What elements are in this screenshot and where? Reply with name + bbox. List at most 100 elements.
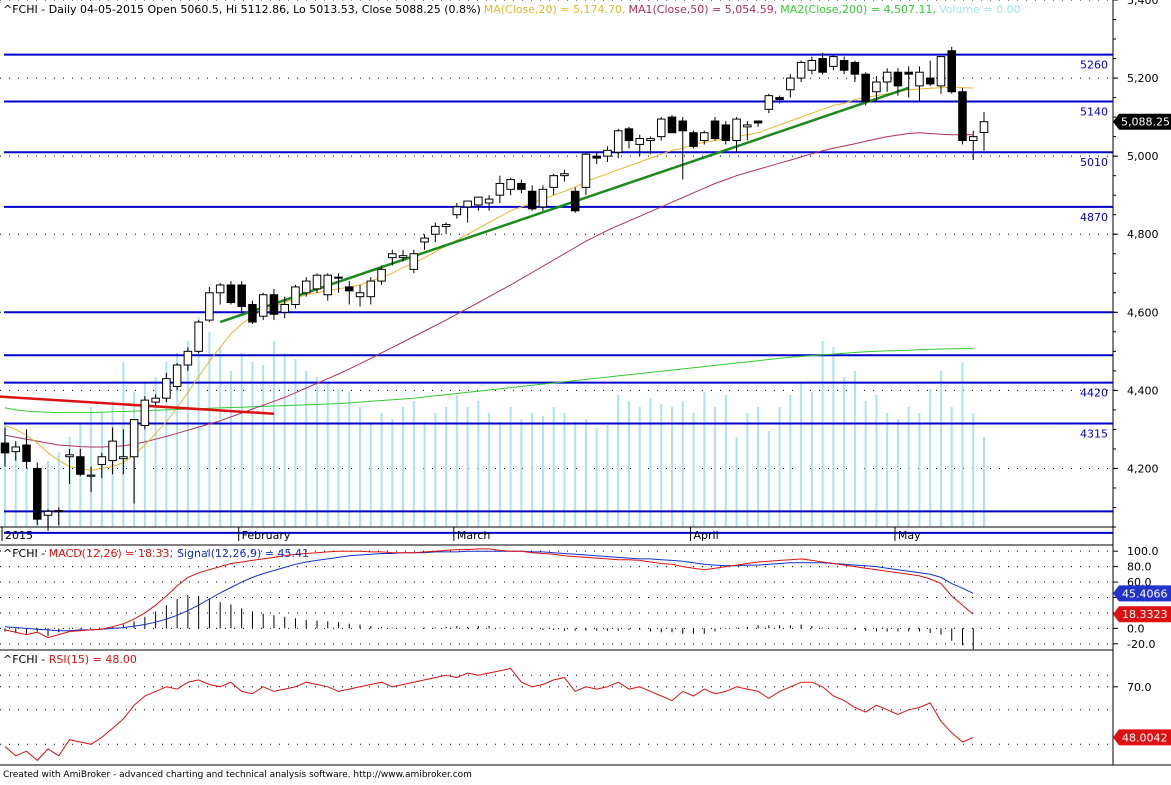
- candle-down: [689, 132, 698, 147]
- volume-bar: [466, 407, 469, 527]
- candle-up: [366, 280, 376, 298]
- candle-up: [355, 292, 365, 298]
- volume-bar: [197, 317, 200, 527]
- candle-up: [936, 56, 946, 87]
- rsi-value-marker: [1113, 729, 1171, 746]
- candle-up: [291, 286, 300, 305]
- candle-down: [667, 116, 677, 134]
- candle-down: [958, 91, 967, 142]
- volume-bar: [229, 371, 232, 527]
- volume-bar: [832, 347, 835, 527]
- volume-bar: [337, 389, 340, 527]
- header-ma200: MA2(Close,200) = 4,507.11,: [780, 3, 936, 16]
- candle-up: [151, 397, 160, 403]
- candle-up: [635, 138, 645, 145]
- candle-up: [700, 132, 709, 142]
- price-tick-label: 4,400: [1127, 384, 1159, 397]
- candle-up: [129, 419, 139, 458]
- rsi-line: [4, 667, 974, 762]
- rsi-title-prefix: ^FCHI -: [3, 653, 49, 666]
- candle-up: [377, 268, 386, 282]
- level-label: 4870: [1080, 211, 1108, 224]
- volume-bar: [57, 452, 60, 527]
- candle-up: [420, 237, 429, 243]
- volume-bar: [681, 401, 684, 527]
- macd-tick-label: 80.0: [1127, 561, 1152, 574]
- macd-title-macd: MACD(12,26) = 18.33,: [49, 547, 173, 560]
- macd-value-label: 18.3323: [1122, 608, 1168, 621]
- volume-bar: [627, 401, 630, 527]
- rsi-title-rsi: RSI(15) = 48.00: [49, 653, 137, 666]
- candle-up: [882, 71, 892, 83]
- candle-down: [527, 190, 537, 210]
- candle-up: [11, 446, 21, 453]
- candle-down: [269, 294, 279, 315]
- candle-up: [613, 130, 623, 153]
- candle-up: [807, 60, 817, 71]
- candle-up: [732, 118, 741, 142]
- volume-bar: [14, 443, 17, 527]
- ma50-line: [4, 132, 974, 448]
- volume-bar: [434, 413, 437, 527]
- level-label: 5260: [1080, 59, 1108, 72]
- macd-title-signal: Signal(12,26,9) = 45.41: [177, 547, 309, 560]
- volume-bar: [412, 401, 415, 527]
- candle-down: [850, 61, 860, 75]
- volume-bar: [757, 407, 760, 527]
- candle-up: [312, 274, 322, 290]
- volume-bar: [724, 395, 727, 527]
- candle-up: [979, 121, 989, 134]
- candle-up: [646, 138, 655, 142]
- macd-value-marker: [1113, 606, 1171, 623]
- volume-bar: [961, 362, 964, 527]
- volume-bar: [929, 389, 932, 527]
- price-tick-label: 4,200: [1127, 462, 1159, 475]
- x-tick-label: 2015: [5, 529, 33, 542]
- candle-up: [796, 61, 806, 79]
- volume-bar: [165, 362, 168, 527]
- candle-up: [581, 153, 591, 188]
- rsi-tick-label: 70.0: [1127, 681, 1152, 694]
- volume-bar: [380, 413, 383, 527]
- volume-bar: [595, 428, 598, 527]
- volume-bar: [445, 407, 448, 527]
- candle-up: [301, 280, 311, 294]
- volume-bar: [294, 359, 297, 527]
- candle-up: [280, 303, 289, 313]
- candle-down: [624, 128, 634, 142]
- candle-up: [441, 223, 451, 227]
- volume-bar: [531, 413, 534, 527]
- x-tick-label: May: [898, 529, 921, 542]
- candle-up: [968, 136, 978, 142]
- volume-bar: [47, 461, 50, 527]
- candle-up: [764, 95, 774, 110]
- ma20-line: [4, 86, 974, 471]
- candle-up: [495, 182, 505, 196]
- candle-up: [398, 255, 408, 259]
- candle-up: [560, 173, 569, 177]
- volume-bar: [821, 341, 824, 527]
- candle-up: [786, 77, 795, 91]
- volume-bar: [778, 407, 781, 527]
- volume-bar: [939, 371, 942, 527]
- volume-bar: [219, 347, 222, 527]
- candle-up: [431, 225, 440, 235]
- x-tick-label: March: [457, 529, 491, 542]
- volume-bar: [671, 407, 674, 527]
- candle-up: [549, 175, 558, 188]
- candle-down: [592, 155, 601, 159]
- candle-down: [22, 444, 31, 462]
- candle-up: [183, 350, 193, 366]
- volume-bar: [703, 392, 706, 527]
- volume-bar: [574, 422, 577, 527]
- volume-bar: [875, 395, 878, 527]
- price-tick-label: 4,600: [1127, 306, 1159, 319]
- candle-up: [656, 118, 666, 138]
- macd-tick-label: 0.0: [1127, 622, 1145, 635]
- volume-bar: [584, 419, 587, 527]
- volume-bar: [972, 413, 975, 527]
- price-tick-label: 4,800: [1127, 228, 1159, 241]
- volume-bar: [918, 413, 921, 527]
